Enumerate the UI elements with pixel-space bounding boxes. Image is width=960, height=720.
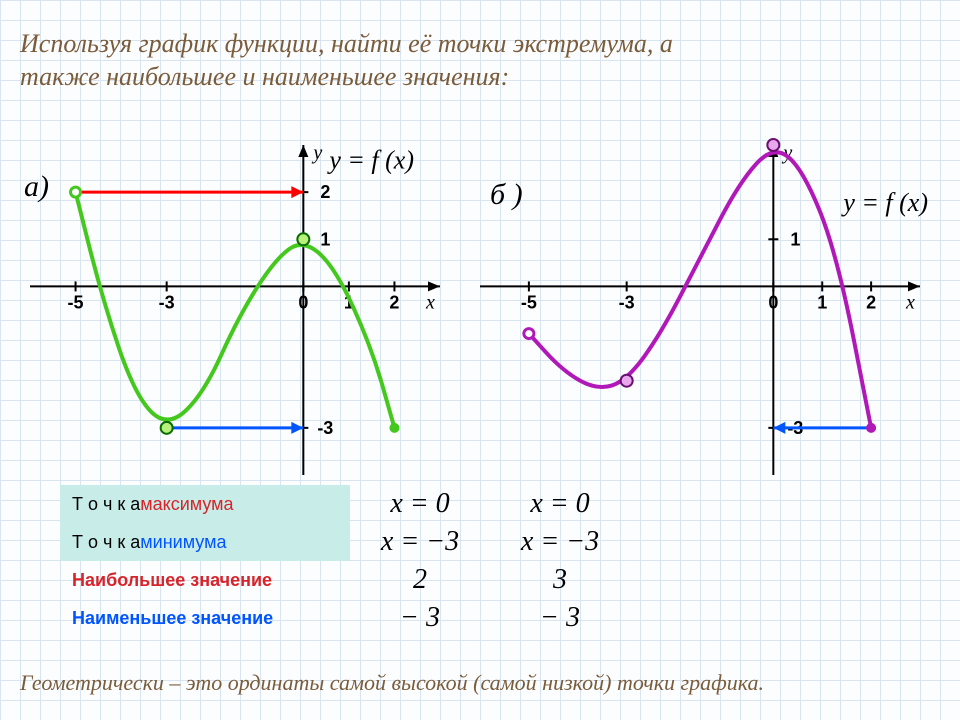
answers-block: Т о ч к а максимумаx = 0x = 0Т о ч к а м…: [60, 485, 680, 637]
svg-text:-3: -3: [317, 418, 333, 438]
answer-value-a: x = −3: [350, 526, 490, 558]
svg-text:-5: -5: [68, 292, 84, 312]
chart-b: xy-5-30121-3y = f (x): [480, 145, 920, 475]
answer-label: Наименьшее значение: [60, 608, 350, 629]
answer-value-b: − 3: [490, 602, 630, 634]
answer-row: Наименьшее значение− 3− 3: [60, 599, 680, 637]
svg-text:2: 2: [866, 292, 876, 312]
svg-text:1: 1: [817, 292, 827, 312]
chart-a: xy-5-301212-3y = f (x): [30, 145, 440, 475]
svg-text:2: 2: [389, 292, 399, 312]
svg-text:-3: -3: [159, 292, 175, 312]
slide-content: Используя график функции, найти её точки…: [0, 0, 960, 720]
svg-text:-3: -3: [619, 292, 635, 312]
svg-text:-5: -5: [521, 292, 537, 312]
answer-value-a: − 3: [350, 602, 490, 634]
answer-label: Т о ч к а максимума: [60, 485, 350, 523]
svg-text:y: y: [311, 142, 322, 164]
answer-row: Наибольшее значение23: [60, 561, 680, 599]
answer-label: Т о ч к а минимума: [60, 523, 350, 561]
svg-text:x: x: [425, 291, 435, 313]
svg-text:y = f (x): y = f (x): [326, 146, 414, 175]
footer-note: Геометрически – это ординаты самой высок…: [20, 670, 920, 696]
answer-value-b: x = 0: [490, 488, 630, 520]
svg-text:x: x: [905, 291, 915, 313]
svg-text:1: 1: [790, 229, 800, 249]
svg-text:y = f (x): y = f (x): [840, 188, 928, 217]
svg-text:2: 2: [320, 182, 330, 202]
svg-text:1: 1: [320, 229, 330, 249]
answer-label: Наибольшее значение: [60, 570, 350, 591]
answer-value-a: 2: [350, 564, 490, 596]
svg-text:0: 0: [768, 292, 778, 312]
problem-title: Используя график функции, найти её точки…: [20, 28, 720, 93]
answer-value-a: x = 0: [350, 488, 490, 520]
answer-value-b: x = −3: [490, 526, 630, 558]
answer-value-b: 3: [490, 564, 630, 596]
svg-text:0: 0: [298, 292, 308, 312]
answer-row: Т о ч к а максимумаx = 0x = 0: [60, 485, 680, 523]
answer-row: Т о ч к а минимумаx = −3x = −3: [60, 523, 680, 561]
